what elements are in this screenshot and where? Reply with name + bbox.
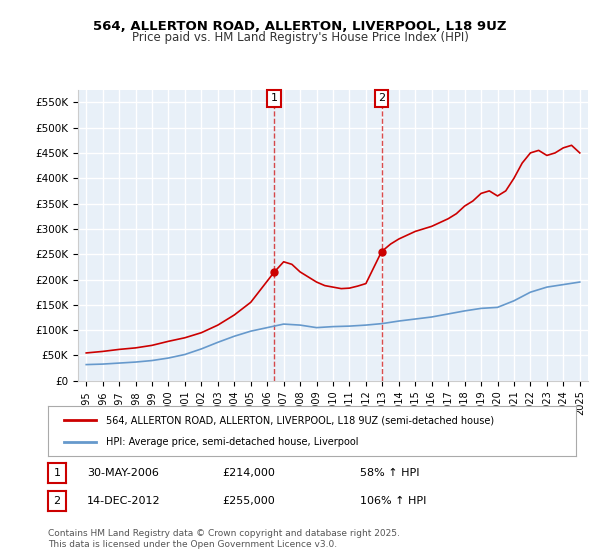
Text: 2: 2 — [378, 94, 385, 104]
Text: 564, ALLERTON ROAD, ALLERTON, LIVERPOOL, L18 9UZ: 564, ALLERTON ROAD, ALLERTON, LIVERPOOL,… — [93, 20, 507, 32]
Text: £214,000: £214,000 — [222, 468, 275, 478]
Text: 106% ↑ HPI: 106% ↑ HPI — [360, 496, 427, 506]
Text: 30-MAY-2006: 30-MAY-2006 — [87, 468, 159, 478]
Text: HPI: Average price, semi-detached house, Liverpool: HPI: Average price, semi-detached house,… — [106, 437, 359, 447]
Text: Contains HM Land Registry data © Crown copyright and database right 2025.
This d: Contains HM Land Registry data © Crown c… — [48, 529, 400, 549]
Text: 58% ↑ HPI: 58% ↑ HPI — [360, 468, 419, 478]
Text: 1: 1 — [271, 94, 277, 104]
Text: £255,000: £255,000 — [222, 496, 275, 506]
Text: 14-DEC-2012: 14-DEC-2012 — [87, 496, 161, 506]
Text: 564, ALLERTON ROAD, ALLERTON, LIVERPOOL, L18 9UZ (semi-detached house): 564, ALLERTON ROAD, ALLERTON, LIVERPOOL,… — [106, 415, 494, 425]
Text: Price paid vs. HM Land Registry's House Price Index (HPI): Price paid vs. HM Land Registry's House … — [131, 31, 469, 44]
Text: 2: 2 — [53, 496, 61, 506]
Text: 1: 1 — [53, 468, 61, 478]
